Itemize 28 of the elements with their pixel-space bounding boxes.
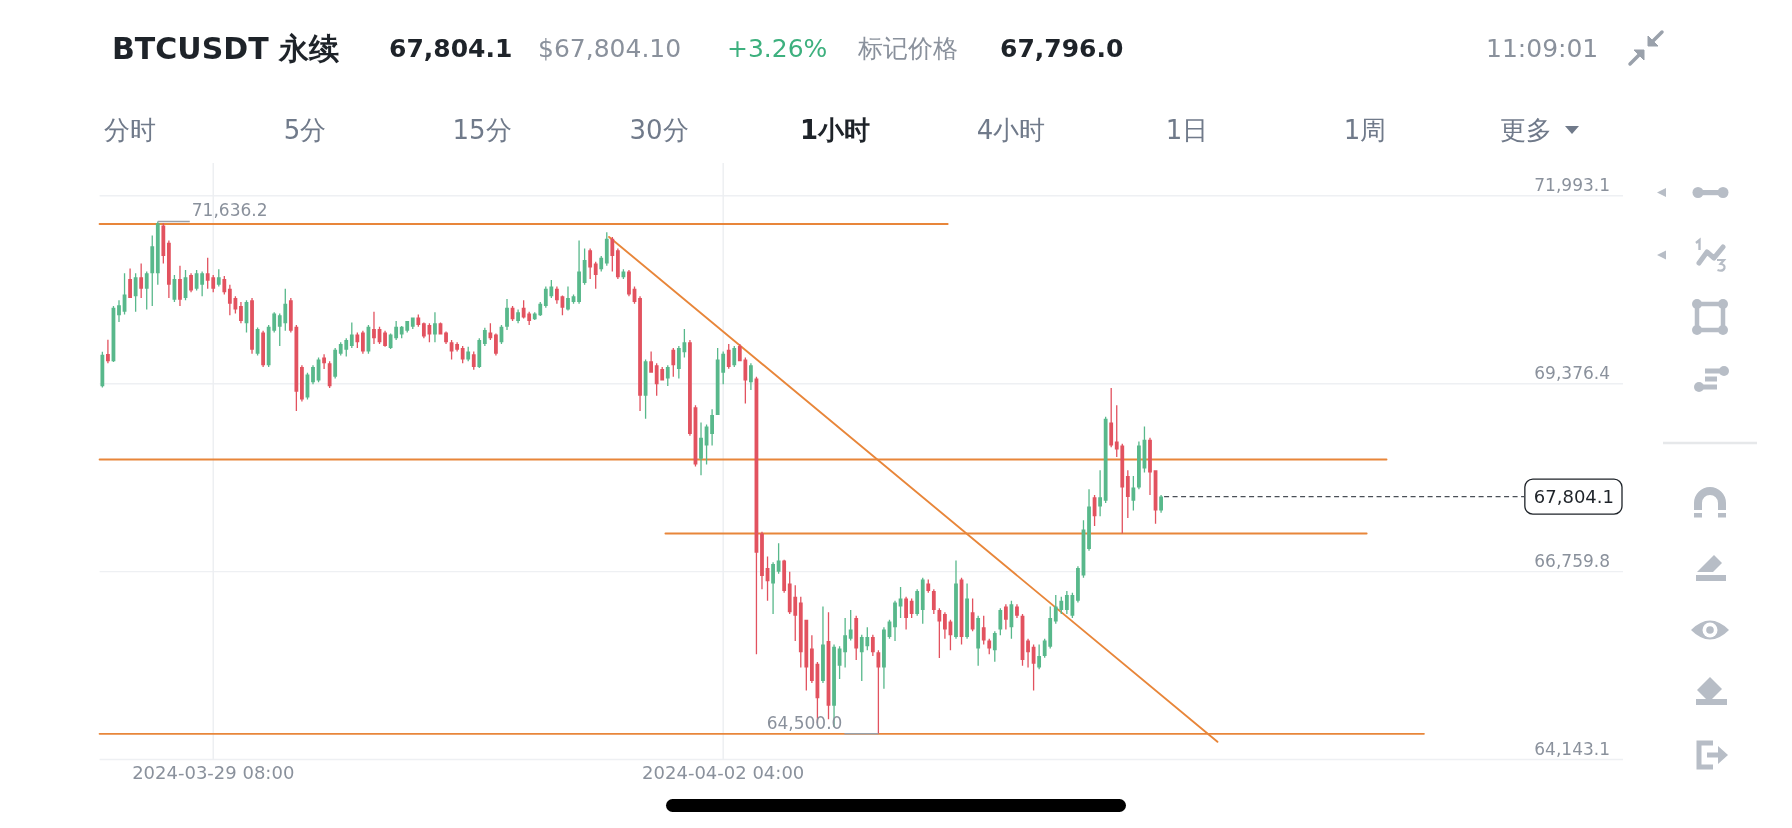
text: $67,804.10 xyxy=(538,34,682,63)
chart-title: BTCUSDT 永续 xyxy=(112,31,340,66)
annotation: 64,500.0 xyxy=(766,712,843,733)
y-tick-label: 69,376.4 xyxy=(1534,362,1610,383)
x-tick-label: 2024-03-29 08:00 xyxy=(132,762,295,783)
text: 分时 xyxy=(104,115,156,145)
text: 5分 xyxy=(283,115,327,145)
x-tick-label: 2024-04-02 04:00 xyxy=(642,762,805,783)
extreme-label: 71,636.2 xyxy=(157,200,268,223)
price-label: 67,804.1 xyxy=(1524,478,1623,515)
text: 11:09:01 xyxy=(1486,34,1599,63)
text: 30分 xyxy=(629,115,689,145)
text: 1小时 xyxy=(799,115,871,145)
ref-line-label: 67,804.1 xyxy=(1533,486,1614,508)
text: 1周 xyxy=(1343,115,1387,145)
text: 标记价格 xyxy=(857,34,958,63)
text: 67,804.1 xyxy=(389,34,513,63)
y-tick-label: 64,143.1 xyxy=(1534,738,1610,759)
text: 67,796.0 xyxy=(1000,34,1124,63)
text: +3.26% xyxy=(727,34,828,63)
extreme-label: 64,500.0 xyxy=(766,712,880,735)
text: 15分 xyxy=(452,115,512,145)
annotation: 71,636.2 xyxy=(191,200,268,221)
y-tick-label: 71,993.1 xyxy=(1534,174,1610,195)
text: 4小时 xyxy=(976,115,1046,145)
text: 更多 xyxy=(1500,115,1552,145)
text: 1日 xyxy=(1165,115,1209,145)
y-tick-label: 66,759.8 xyxy=(1534,550,1610,571)
